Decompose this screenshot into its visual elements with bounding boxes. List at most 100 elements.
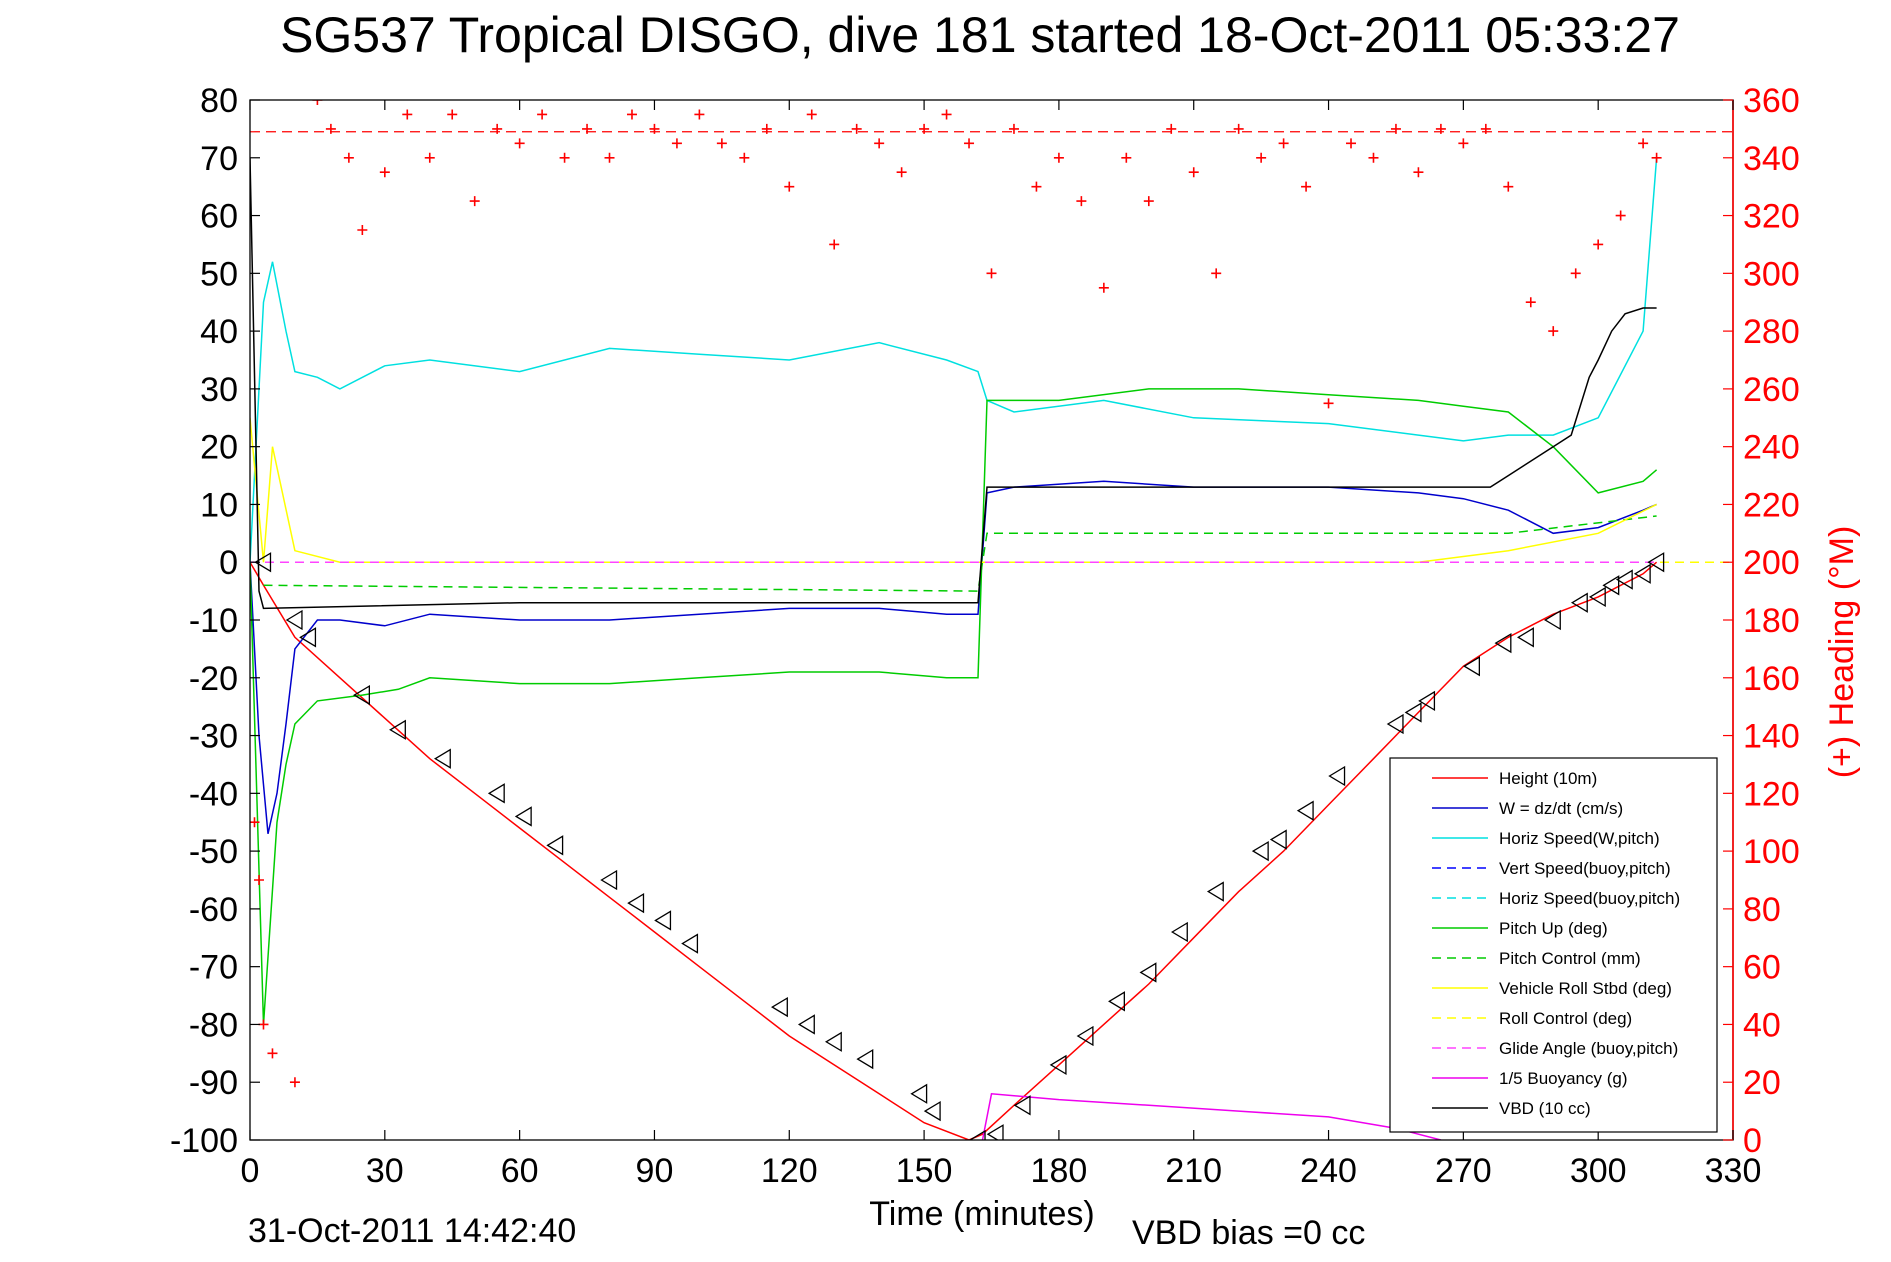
heading-point <box>649 123 660 134</box>
right-y-tick-label: 320 <box>1743 198 1800 236</box>
legend-label: Vert Speed(buoy,pitch) <box>1499 859 1671 878</box>
dive-marker <box>824 1031 842 1052</box>
heading-point <box>250 817 260 828</box>
right-y-tick-label: 340 <box>1743 140 1800 178</box>
series-line-6 <box>263 515 1657 592</box>
heading-point <box>941 109 952 120</box>
dive-marker <box>797 1014 815 1035</box>
series-layer <box>250 100 1733 1140</box>
heading-point <box>1413 167 1424 178</box>
right-y-tick-label: 300 <box>1743 255 1800 293</box>
x-tick-label: 180 <box>1031 1152 1088 1190</box>
heading-point <box>1211 268 1222 279</box>
right-y-tick-label: 280 <box>1743 313 1800 351</box>
heading-markers <box>250 100 1662 1088</box>
dive-marker <box>1108 991 1125 1012</box>
dive-marker <box>968 1129 986 1140</box>
series-line-2 <box>250 157 1658 563</box>
heading-point <box>1166 123 1177 134</box>
dive-marker <box>1049 1054 1067 1076</box>
dive-marker <box>1647 552 1665 573</box>
x-tick-label: 90 <box>636 1152 674 1190</box>
heading-point <box>289 1077 300 1088</box>
dive-marker <box>1463 656 1480 677</box>
legend-label: Horiz Speed(buoy,pitch) <box>1499 889 1680 908</box>
axes-layer: 0 30 60 90 120 150 180 210 240 270 300 330807060504… <box>170 82 1800 1190</box>
dive-marker <box>1170 921 1188 943</box>
heading-point <box>258 1019 269 1030</box>
dive-marker <box>1517 627 1534 648</box>
heading-point <box>1323 398 1334 409</box>
x-axis-label: Time (minutes) <box>869 1195 1094 1233</box>
dive-marker <box>856 1048 874 1070</box>
heading-point <box>357 225 368 235</box>
heading-point <box>761 123 772 134</box>
right-y-tick-label: 220 <box>1743 486 1800 524</box>
x-tick-label: 240 <box>1300 1152 1357 1190</box>
legend-label: Horiz Speed(W,pitch) <box>1499 829 1660 848</box>
right-axis-label: (+) Heading (°M) <box>1823 526 1861 779</box>
heading-point <box>964 138 975 149</box>
dive-marker <box>1328 765 1346 787</box>
heading-point <box>919 123 930 134</box>
heading-point <box>1638 138 1649 149</box>
heading-point <box>1031 181 1042 192</box>
x-tick-label: 330 <box>1705 1152 1762 1190</box>
heading-point <box>1008 123 1019 134</box>
heading-point <box>379 167 390 178</box>
y-tick-label: 10 <box>200 486 238 524</box>
y-tick-label: 30 <box>200 371 238 409</box>
right-y-tick-label: 160 <box>1743 660 1800 698</box>
dive-marker <box>299 627 317 648</box>
dive-marker <box>1013 1095 1031 1116</box>
dive-marker <box>1139 962 1157 983</box>
legend-label: Pitch Up (deg) <box>1499 919 1608 938</box>
dive-marker <box>1269 829 1287 850</box>
dive-marker <box>353 684 370 706</box>
y-tick-label: -100 <box>170 1122 238 1160</box>
heading-point <box>469 196 480 207</box>
heading-point <box>1278 138 1289 149</box>
legend-box <box>1389 757 1718 1133</box>
legend-label: Roll Control (deg) <box>1499 1009 1632 1028</box>
right-y-tick-label: 80 <box>1743 891 1781 929</box>
heading-point <box>784 181 795 192</box>
right-y-tick-label: 120 <box>1743 775 1800 813</box>
dive-marker <box>654 910 672 931</box>
dive-marker <box>1633 563 1651 584</box>
dive-marker <box>681 933 699 954</box>
heading-point <box>1188 167 1199 178</box>
heading-point <box>1121 152 1132 163</box>
heading-point <box>806 109 817 120</box>
heading-point <box>874 138 885 149</box>
legend-label: Height (10m) <box>1499 769 1597 788</box>
heading-point <box>582 123 593 134</box>
heading-point <box>402 109 413 120</box>
dive-marker <box>1076 1025 1094 1047</box>
dive-marker <box>433 748 451 769</box>
dive-marker <box>1570 592 1588 613</box>
y-tick-label: -80 <box>189 1006 238 1044</box>
series-line-1 <box>250 480 1657 834</box>
legend-label: Vehicle Roll Stbd (deg) <box>1499 979 1672 998</box>
right-y-tick-label: 360 <box>1743 82 1800 120</box>
y-tick-label: 0 <box>219 544 238 582</box>
heading-point <box>325 123 336 134</box>
heading-point <box>267 1048 278 1059</box>
heading-point <box>492 123 503 134</box>
heading-point <box>253 875 264 885</box>
dive-marker <box>986 1124 1004 1140</box>
heading-point <box>626 109 637 120</box>
legend-label: Pitch Control (mm) <box>1499 949 1641 968</box>
heading-point <box>447 109 458 120</box>
heading-point <box>312 100 323 105</box>
heading-point <box>1301 181 1312 192</box>
y-tick-label: 60 <box>200 198 238 236</box>
legend-label: Glide Angle (buoy,pitch) <box>1499 1039 1678 1058</box>
heading-point <box>514 138 525 149</box>
legend-label: W = dz/dt (cm/s) <box>1499 799 1623 818</box>
right-y-tick-label: 180 <box>1743 602 1800 640</box>
dive-marker <box>923 1100 941 1122</box>
heading-point <box>1368 152 1379 163</box>
